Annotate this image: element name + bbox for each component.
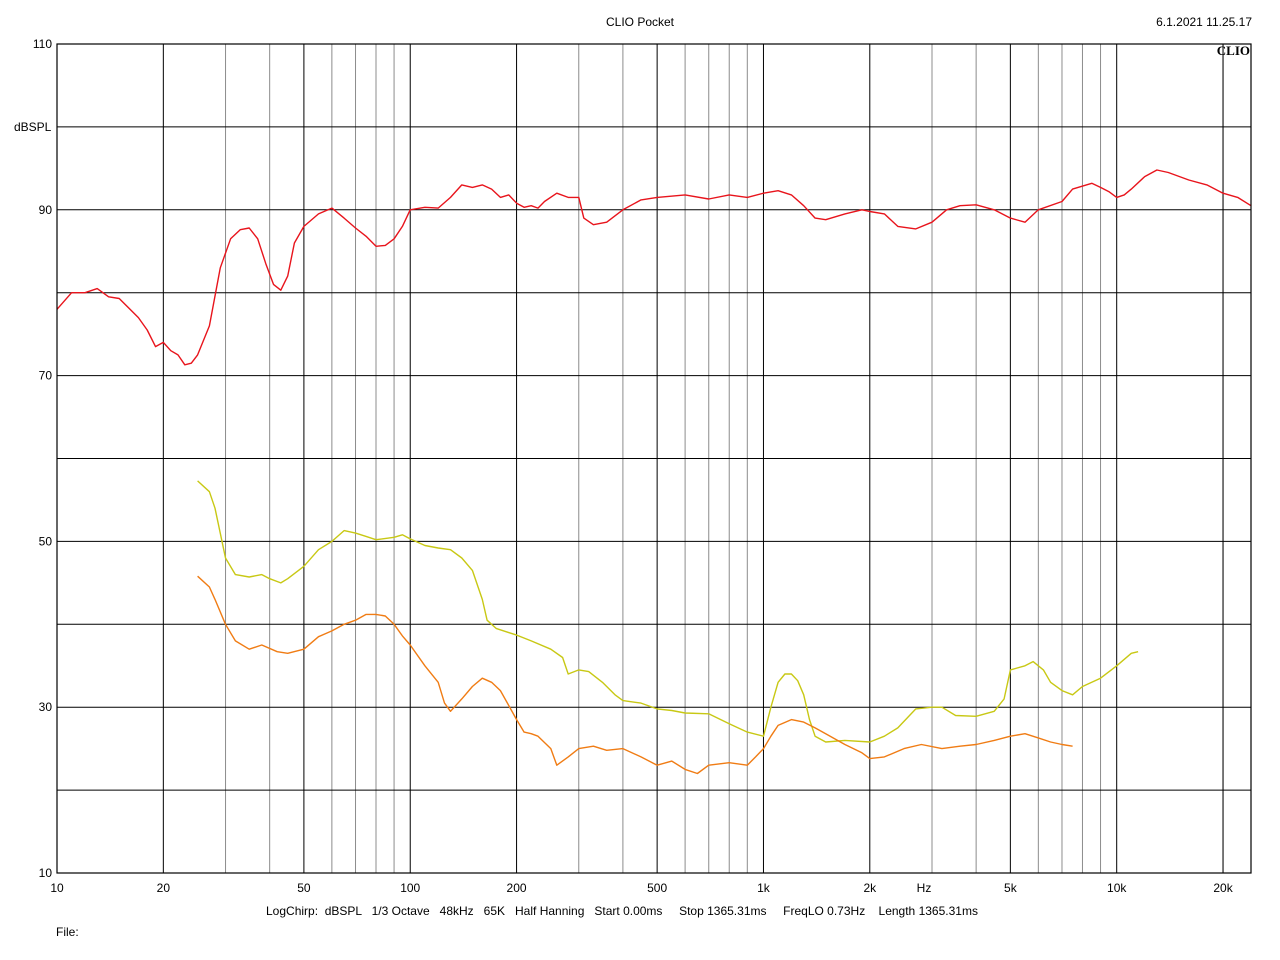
series-line-1 [56,169,1252,366]
clio-logo-text: CLIO [1217,43,1250,58]
y-tick-label: 50 [39,534,53,548]
x-tick-label: 2k [863,881,877,895]
x-tick-label: 10 [50,881,64,895]
x-tick-label: 50 [297,881,311,895]
x-tick-label: 1k [757,881,771,895]
x-tick-label: 5k [1004,881,1018,895]
x-tick-label: 100 [400,881,420,895]
y-tick-label: 70 [39,369,53,383]
measurement-settings: LogChirp: dBSPL 1/3 Octave 48kHz 65K Hal… [266,904,978,918]
series-line-2 [197,480,1139,743]
y-tick-label: 30 [39,700,53,714]
series-layer [56,169,1252,775]
y-tick-label: 90 [39,203,53,217]
plot-frame [56,43,1252,874]
x-tick-label: 200 [507,881,527,895]
chart-title: CLIO Pocket [606,15,675,29]
series-line-3 [197,575,1073,775]
x-axis-label: Hz [917,881,932,895]
y-axis-label: dBSPL [14,120,52,134]
timestamp: 6.1.2021 11.25.17 [1156,15,1252,29]
x-tick-label: 10k [1107,881,1127,895]
tick-labels: 10 20 50 100 200 500 1k 2k 5k 10k 20k 10 30 50 70 90 110 [33,37,1234,895]
x-tick-label: 20k [1213,881,1233,895]
grid-lines [56,43,1251,874]
y-tick-label: 10 [39,866,53,880]
x-tick-label: 500 [647,881,667,895]
file-label: File: [56,925,79,939]
y-tick-label: 110 [33,37,52,51]
x-tick-label: 20 [157,881,171,895]
